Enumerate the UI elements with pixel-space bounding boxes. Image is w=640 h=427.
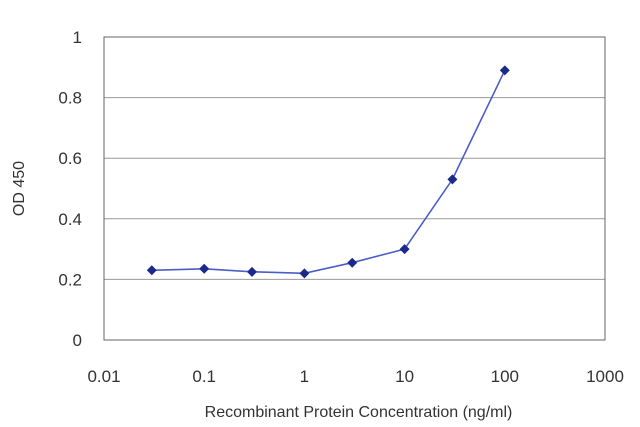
y-tick-labels: 0 0.2 0.4 0.6 0.8 1 [58, 28, 82, 350]
x-tick-label: 100 [491, 367, 519, 386]
y-tick-label: 0.4 [58, 210, 82, 229]
data-point [399, 244, 410, 255]
y-tick-label: 0 [73, 331, 82, 350]
data-point [247, 266, 258, 277]
data-point [499, 65, 510, 76]
y-tick-label: 0.6 [58, 149, 82, 168]
data-point [299, 268, 310, 279]
data-point [447, 174, 458, 185]
y-tick-label: 0.8 [58, 89, 82, 108]
x-tick-label: 10 [395, 367, 414, 386]
x-tick-label: 0.01 [87, 367, 120, 386]
data-point [199, 263, 210, 274]
y-axis-title: OD 450 [11, 161, 28, 216]
data-point [347, 257, 358, 268]
y-tick-label: 1 [73, 28, 82, 47]
data-point [146, 265, 157, 276]
x-tick-label: 1000 [586, 367, 624, 386]
y-tick-label: 0.2 [58, 270, 82, 289]
x-tick-label: 0.1 [192, 367, 216, 386]
x-axis-title: Recombinant Protein Concentration (ng/ml… [205, 404, 513, 421]
x-tick-label: 1 [300, 367, 309, 386]
grid-lines [104, 97, 605, 280]
series-line [151, 69, 506, 275]
x-tick-labels: 0.01 0.1 1 10 100 1000 [87, 367, 623, 386]
plot-frame [103, 36, 606, 341]
series-layer [146, 65, 510, 279]
